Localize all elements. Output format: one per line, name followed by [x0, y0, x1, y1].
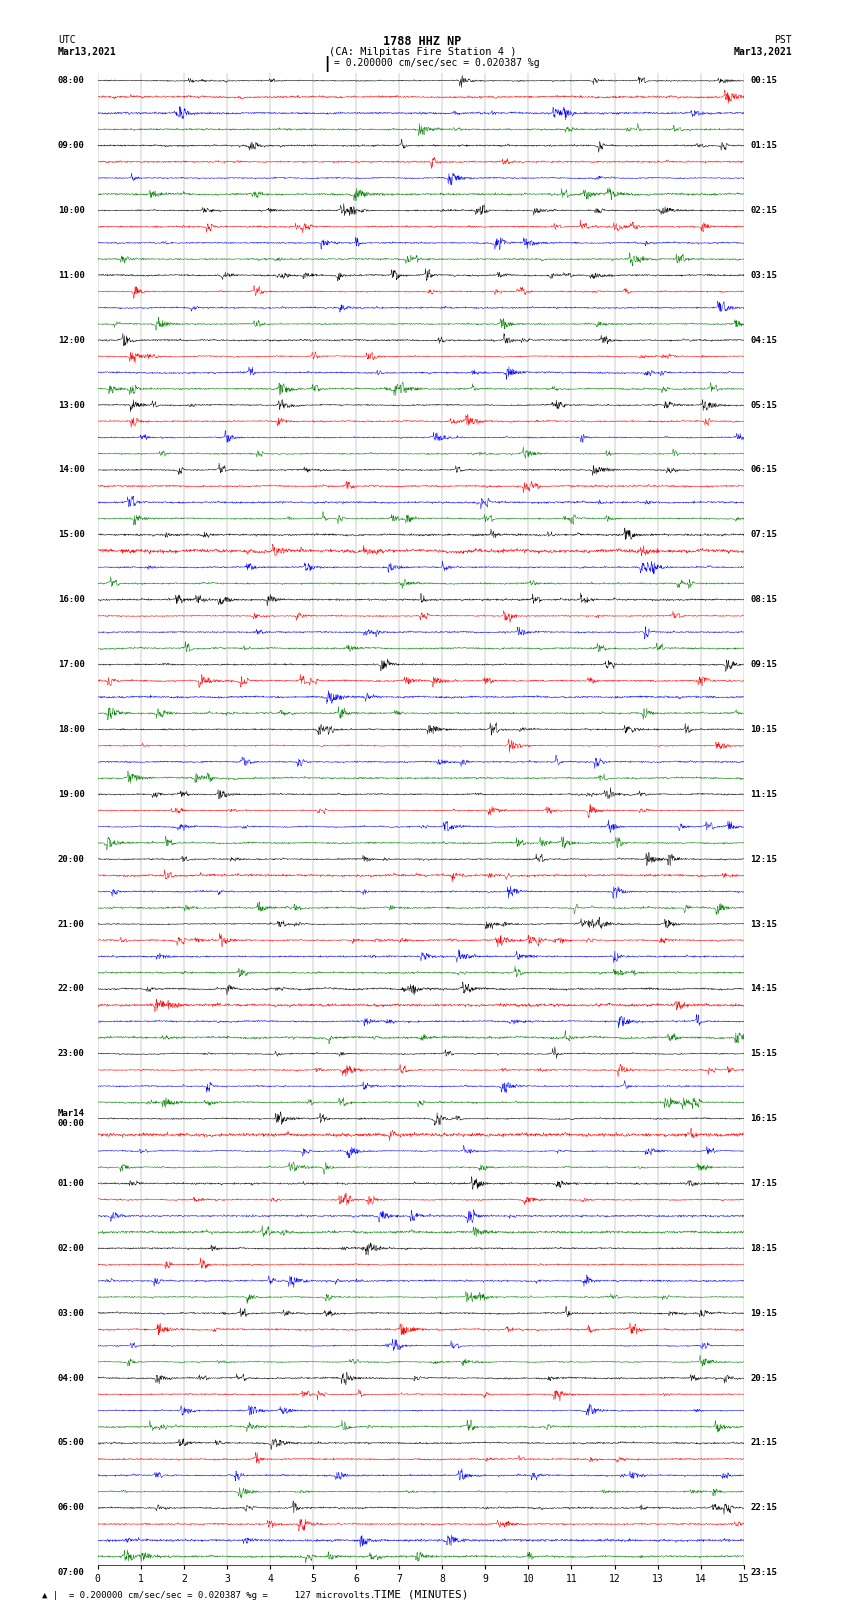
Text: 08:15: 08:15	[751, 595, 777, 605]
Text: 08:00: 08:00	[58, 76, 85, 85]
Text: 07:15: 07:15	[751, 531, 777, 539]
Text: 21:00: 21:00	[58, 919, 85, 929]
Text: 00:15: 00:15	[751, 76, 777, 85]
Text: 01:00: 01:00	[58, 1179, 85, 1189]
Text: UTC: UTC	[58, 35, 76, 45]
Text: PST: PST	[774, 35, 792, 45]
Text: 14:00: 14:00	[58, 466, 85, 474]
Text: 15:00: 15:00	[58, 531, 85, 539]
Text: 1788 HHZ NP: 1788 HHZ NP	[383, 35, 462, 48]
Text: 04:15: 04:15	[751, 336, 777, 345]
Text: ▲ |  = 0.200000 cm/sec/sec = 0.020387 %g =     127 microvolts.: ▲ | = 0.200000 cm/sec/sec = 0.020387 %g …	[42, 1590, 376, 1600]
Text: 16:00: 16:00	[58, 595, 85, 605]
Text: 03:15: 03:15	[751, 271, 777, 279]
Text: 19:15: 19:15	[751, 1308, 777, 1318]
Text: |: |	[323, 56, 332, 73]
Text: = 0.200000 cm/sec/sec = 0.020387 %g: = 0.200000 cm/sec/sec = 0.020387 %g	[334, 58, 540, 68]
Text: 02:15: 02:15	[751, 206, 777, 215]
Text: 09:00: 09:00	[58, 140, 85, 150]
Text: 06:00: 06:00	[58, 1503, 85, 1513]
Text: 09:15: 09:15	[751, 660, 777, 669]
Text: 22:00: 22:00	[58, 984, 85, 994]
Text: 13:15: 13:15	[751, 919, 777, 929]
Text: 23:15: 23:15	[751, 1568, 777, 1578]
Text: 23:00: 23:00	[58, 1048, 85, 1058]
Text: 04:00: 04:00	[58, 1374, 85, 1382]
Text: 11:00: 11:00	[58, 271, 85, 279]
X-axis label: TIME (MINUTES): TIME (MINUTES)	[373, 1589, 468, 1598]
Text: 10:15: 10:15	[751, 724, 777, 734]
Text: Mar13,2021: Mar13,2021	[58, 47, 116, 56]
Text: 03:00: 03:00	[58, 1308, 85, 1318]
Text: 12:15: 12:15	[751, 855, 777, 863]
Text: 02:00: 02:00	[58, 1244, 85, 1253]
Text: 17:00: 17:00	[58, 660, 85, 669]
Text: 20:15: 20:15	[751, 1374, 777, 1382]
Text: 22:15: 22:15	[751, 1503, 777, 1513]
Text: 01:15: 01:15	[751, 140, 777, 150]
Text: 18:00: 18:00	[58, 724, 85, 734]
Text: Mar14
00:00: Mar14 00:00	[58, 1108, 85, 1129]
Text: 07:00: 07:00	[58, 1568, 85, 1578]
Text: 11:15: 11:15	[751, 790, 777, 798]
Text: 21:15: 21:15	[751, 1439, 777, 1447]
Text: 18:15: 18:15	[751, 1244, 777, 1253]
Text: 06:15: 06:15	[751, 466, 777, 474]
Text: 05:00: 05:00	[58, 1439, 85, 1447]
Text: 12:00: 12:00	[58, 336, 85, 345]
Text: Mar13,2021: Mar13,2021	[734, 47, 792, 56]
Text: 10:00: 10:00	[58, 206, 85, 215]
Text: 15:15: 15:15	[751, 1048, 777, 1058]
Text: 13:00: 13:00	[58, 400, 85, 410]
Text: (CA: Milpitas Fire Station 4 ): (CA: Milpitas Fire Station 4 )	[329, 47, 516, 56]
Text: 19:00: 19:00	[58, 790, 85, 798]
Text: 16:15: 16:15	[751, 1115, 777, 1123]
Text: 20:00: 20:00	[58, 855, 85, 863]
Text: 17:15: 17:15	[751, 1179, 777, 1189]
Text: 05:15: 05:15	[751, 400, 777, 410]
Text: 14:15: 14:15	[751, 984, 777, 994]
